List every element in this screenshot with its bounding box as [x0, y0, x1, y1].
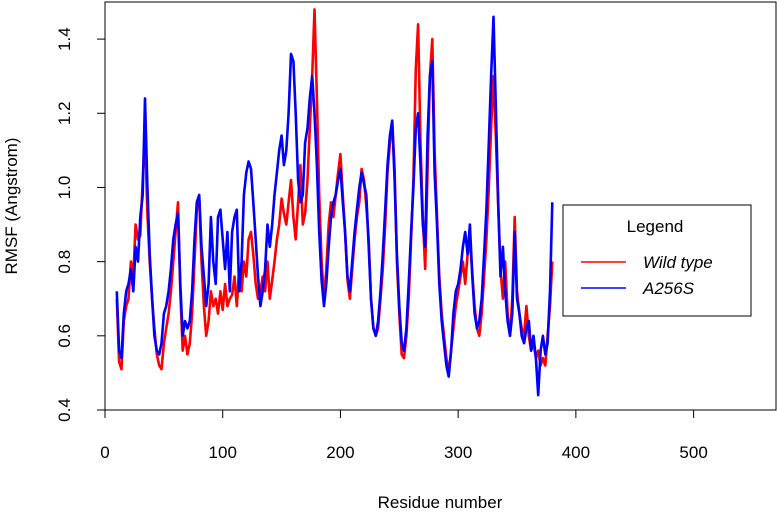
y-tick-label: 1.4 [55, 27, 74, 51]
x-tick-label: 300 [444, 443, 472, 462]
series-line-a256s [115, 15, 554, 397]
x-tick-label: 200 [326, 443, 354, 462]
legend-title: Legend [627, 217, 684, 236]
y-axis: 0.4 0.6 0.8 1.0 1.2 1.4 [55, 27, 105, 422]
legend-entries: Wild type A256S [581, 253, 713, 298]
y-tick-label: 0.6 [55, 324, 74, 348]
y-tick-label: 1.2 [55, 101, 74, 125]
x-tick-label: 500 [679, 443, 707, 462]
x-tick-label: 0 [100, 443, 109, 462]
y-tick-label: 0.4 [55, 398, 74, 422]
x-tick-label: 400 [562, 443, 590, 462]
series-line-wild-type [115, 8, 554, 375]
x-axis-title: Residue number [378, 493, 503, 512]
y-axis-title: RMSF (Angstrom) [2, 138, 21, 275]
legend: Legend Wild type A256S [562, 204, 752, 317]
legend-label: Wild type [643, 253, 713, 272]
x-axis: 0 100 200 300 400 500 [100, 410, 708, 462]
plot-frame [104, 1, 777, 411]
y-tick-label: 0.8 [55, 250, 74, 274]
legend-label: A256S [642, 279, 695, 298]
legend-box [562, 204, 752, 317]
y-tick-label: 1.0 [55, 176, 74, 200]
x-tick-label: 100 [209, 443, 237, 462]
plot-area [104, 1, 777, 411]
series-layer [115, 8, 554, 397]
